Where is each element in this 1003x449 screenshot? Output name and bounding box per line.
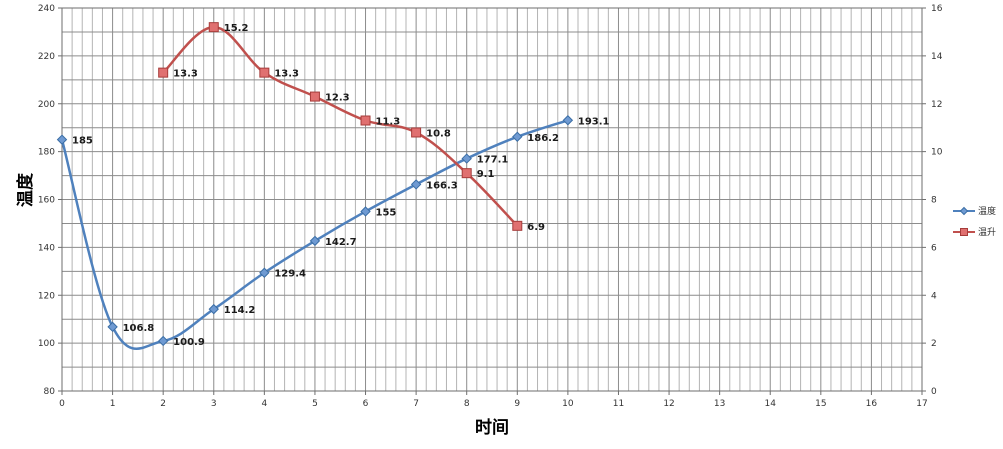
x-tick-label: 2 bbox=[160, 399, 166, 409]
data-point-temperature bbox=[512, 131, 523, 142]
x-tick-label: 17 bbox=[916, 399, 927, 409]
data-point-temperature-rise bbox=[208, 22, 219, 33]
series-layer bbox=[56, 22, 574, 350]
x-tick-label: 0 bbox=[59, 399, 65, 409]
grid bbox=[61, 7, 923, 392]
y-axis-title: 温度 bbox=[15, 172, 36, 207]
y-axis-right: 0 2 4 6 8 10 12 14 16 bbox=[922, 4, 943, 397]
data-label-temperature: 177.1 bbox=[477, 155, 509, 166]
data-label-temperature: 129.4 bbox=[274, 269, 306, 280]
data-point-temperature-rise bbox=[512, 220, 523, 231]
data-label-temperature: 193.1 bbox=[578, 116, 610, 127]
data-label-temperature: 106.8 bbox=[123, 323, 155, 334]
y-right-tick-label: 16 bbox=[931, 4, 943, 14]
data-point-temperature bbox=[107, 321, 118, 333]
data-label-temperature-rise: 10.8 bbox=[426, 128, 451, 139]
data-point-temperature bbox=[562, 115, 574, 126]
x-tick-label: 14 bbox=[765, 399, 777, 409]
legend-label-temperature: 温度 bbox=[978, 205, 996, 217]
data-label-temperature-rise: 9.1 bbox=[477, 169, 495, 180]
x-tick-label: 12 bbox=[663, 399, 674, 409]
data-point-temperature bbox=[410, 179, 422, 190]
series-line-temperature bbox=[60, 119, 569, 350]
data-label-temperature: 185 bbox=[72, 136, 93, 147]
data-point-temperature bbox=[360, 206, 371, 217]
data-labels: 185 106.8 100.9 114.2 129.4 142.7 155 166.3 177.… bbox=[72, 23, 610, 348]
x-tick-label: 15 bbox=[815, 399, 826, 409]
x-tick-label: 7 bbox=[413, 399, 419, 409]
data-label-temperature: 142.7 bbox=[325, 237, 357, 248]
data-label-temperature: 155 bbox=[376, 207, 397, 218]
x-tick-label: 10 bbox=[562, 399, 574, 409]
data-point-temperature bbox=[56, 134, 68, 145]
x-tick-label: 8 bbox=[464, 399, 470, 409]
data-point-temperature-rise bbox=[259, 67, 270, 78]
y-left-tick-label: 160 bbox=[38, 196, 55, 206]
data-point-temperature-rise bbox=[411, 127, 422, 138]
y-axis-left: 80 100 120 140 160 180 200 220 240 bbox=[38, 4, 62, 397]
legend-label-temperature-rise: 温升 bbox=[978, 227, 996, 238]
x-tick-label: 16 bbox=[866, 399, 878, 409]
y-right-tick-label: 14 bbox=[931, 52, 943, 62]
data-label-temperature-rise: 13.3 bbox=[274, 69, 299, 80]
x-axis: 0 1 2 3 4 5 6 7 8 9 10 11 12 13 14 15 16 17 bbox=[59, 391, 928, 409]
y-right-tick-label: 2 bbox=[931, 339, 937, 349]
data-label-temperature-rise: 13.3 bbox=[173, 69, 198, 80]
y-right-tick-label: 0 bbox=[931, 387, 937, 397]
x-tick-label: 3 bbox=[211, 399, 217, 409]
data-point-temperature bbox=[259, 267, 270, 278]
data-label-temperature-rise: 15.2 bbox=[224, 23, 249, 34]
x-tick-label: 4 bbox=[261, 399, 267, 409]
data-label-temperature: 166.3 bbox=[426, 180, 458, 191]
legend-marker-temperature-rise bbox=[960, 228, 968, 236]
data-point-temperature-rise bbox=[158, 67, 169, 78]
y-left-tick-label: 200 bbox=[38, 100, 55, 110]
data-point-temperature bbox=[208, 303, 219, 315]
y-right-tick-label: 6 bbox=[931, 243, 937, 253]
y-left-tick-label: 240 bbox=[38, 4, 55, 14]
y-left-tick-label: 180 bbox=[38, 148, 55, 158]
data-point-temperature-rise bbox=[360, 115, 371, 126]
x-tick-label: 6 bbox=[363, 399, 369, 409]
x-tick-label: 11 bbox=[613, 399, 624, 409]
data-point-temperature bbox=[461, 153, 472, 164]
y-left-tick-label: 100 bbox=[38, 339, 55, 349]
data-point-temperature-rise bbox=[309, 91, 320, 102]
data-label-temperature-rise: 11.3 bbox=[376, 117, 401, 128]
y-right-tick-label: 4 bbox=[931, 291, 937, 301]
y-right-tick-label: 12 bbox=[931, 100, 942, 110]
y-left-tick-label: 120 bbox=[38, 291, 55, 301]
y-left-tick-label: 80 bbox=[44, 387, 56, 397]
data-point-temperature bbox=[309, 235, 321, 247]
legend-marker-temperature bbox=[959, 206, 969, 216]
y-left-tick-label: 220 bbox=[38, 52, 55, 62]
x-tick-label: 13 bbox=[714, 399, 725, 409]
data-label-temperature-rise: 12.3 bbox=[325, 93, 350, 104]
data-label-temperature-rise: 6.9 bbox=[527, 222, 545, 233]
data-label-temperature: 100.9 bbox=[173, 337, 205, 348]
y-right-tick-label: 10 bbox=[931, 148, 943, 158]
y-left-tick-label: 140 bbox=[38, 243, 55, 253]
series-line-temperature-rise bbox=[162, 25, 519, 227]
data-point-temperature-rise bbox=[461, 168, 472, 179]
x-axis-title: 时间 bbox=[475, 417, 509, 438]
data-label-temperature: 186.2 bbox=[527, 133, 559, 144]
x-tick-label: 5 bbox=[312, 399, 318, 409]
data-label-temperature: 114.2 bbox=[224, 305, 256, 316]
y-right-tick-label: 8 bbox=[931, 196, 937, 206]
data-point-temperature bbox=[157, 335, 169, 347]
x-tick-label: 1 bbox=[110, 399, 116, 409]
x-tick-label: 9 bbox=[514, 399, 520, 409]
